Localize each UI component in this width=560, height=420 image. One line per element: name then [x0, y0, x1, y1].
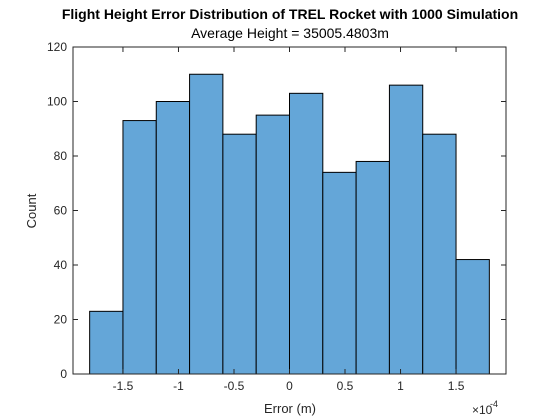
- x-axis-exponent-base: ×10: [472, 403, 493, 417]
- x-tick-label: 1.5: [448, 379, 465, 393]
- y-tick-label: 40: [54, 258, 68, 272]
- histogram-bar: [89, 310, 124, 375]
- y-tick-label: 0: [60, 367, 67, 381]
- histogram-bar: [322, 171, 357, 375]
- x-tick-label: -1: [173, 379, 184, 393]
- histogram-bar: [189, 73, 224, 375]
- histogram-bar: [455, 259, 490, 375]
- y-tick-label: 120: [47, 40, 67, 54]
- y-tick-label: 80: [54, 149, 68, 163]
- histogram-bar: [289, 92, 324, 375]
- y-axis-label: Count: [24, 193, 39, 228]
- histogram-bar: [388, 84, 424, 375]
- x-axis-label: Error (m): [264, 401, 316, 416]
- histogram-bar: [255, 114, 291, 375]
- y-tick-label: 60: [54, 204, 68, 218]
- x-tick-label: -0.5: [224, 379, 245, 393]
- histogram-bar: [422, 133, 457, 375]
- histogram-bar: [355, 160, 390, 375]
- x-tick-label: 1: [397, 379, 404, 393]
- axes-group: -1.5 -1 -0.5 0 0.5 1 1.5 0 20 40 60 80 100 120: [47, 40, 507, 393]
- histogram-bar: [222, 133, 257, 375]
- chart-title: Flight Height Error Distribution of TREL…: [62, 6, 518, 22]
- x-tick-label: 0.5: [337, 379, 354, 393]
- bars-group: [89, 73, 490, 375]
- x-axis-exponent-power: -4: [490, 399, 498, 409]
- histogram-bar: [155, 101, 191, 375]
- x-tick-label: 0: [286, 379, 293, 393]
- y-tick-label: 100: [47, 95, 67, 109]
- chart-subtitle: Average Height = 35005.4803m: [191, 25, 389, 41]
- x-tick-label: -1.5: [113, 379, 134, 393]
- histogram-bar: [122, 120, 157, 375]
- y-tick-label: 20: [54, 313, 68, 327]
